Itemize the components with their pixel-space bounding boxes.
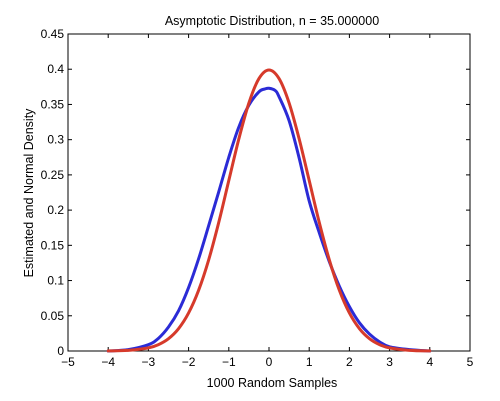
y-axis-label: Estimated and Normal Density <box>22 108 36 278</box>
y-tick-label: 0.4 <box>47 62 64 76</box>
x-tick-label: 5 <box>467 355 474 369</box>
x-tick-label: −5 <box>61 355 75 369</box>
x-tick-label: −4 <box>101 355 115 369</box>
axis-ticks: −5 −4 −3 −2 −1 0 1 2 3 4 5 0 0.05 0.1 0.15 0.2 0.25 0.3 0.… <box>41 27 474 369</box>
chart-title: Asymptotic Distribution, n = 35.000000 <box>165 14 379 28</box>
y-tick-label: 0.05 <box>41 309 65 323</box>
x-tick-label: 3 <box>386 355 393 369</box>
series-line-1 <box>106 86 432 353</box>
x-tick-label: 4 <box>426 355 433 369</box>
y-tick-label: 0.3 <box>47 133 64 147</box>
y-tick-label: 0.15 <box>41 238 65 252</box>
y-tick-label: 0.1 <box>47 274 64 288</box>
x-tick-label: 1 <box>306 355 313 369</box>
x-tick-label: −2 <box>182 355 196 369</box>
y-tick-label: 0.35 <box>41 97 65 111</box>
plot-frame <box>67 33 471 352</box>
x-axis-label: 1000 Random Samples <box>207 376 338 390</box>
x-tick-label: 2 <box>346 355 353 369</box>
y-tick-label: 0 <box>57 344 64 358</box>
x-tick-label: 0 <box>266 355 273 369</box>
y-tick-label: 0.25 <box>41 168 65 182</box>
series-line-2 <box>106 68 432 353</box>
y-tick-label: 0.45 <box>41 27 65 41</box>
x-tick-label: −1 <box>222 355 236 369</box>
series-layer <box>106 68 432 353</box>
x-tick-label: −3 <box>142 355 156 369</box>
y-tick-label: 0.2 <box>47 203 64 217</box>
